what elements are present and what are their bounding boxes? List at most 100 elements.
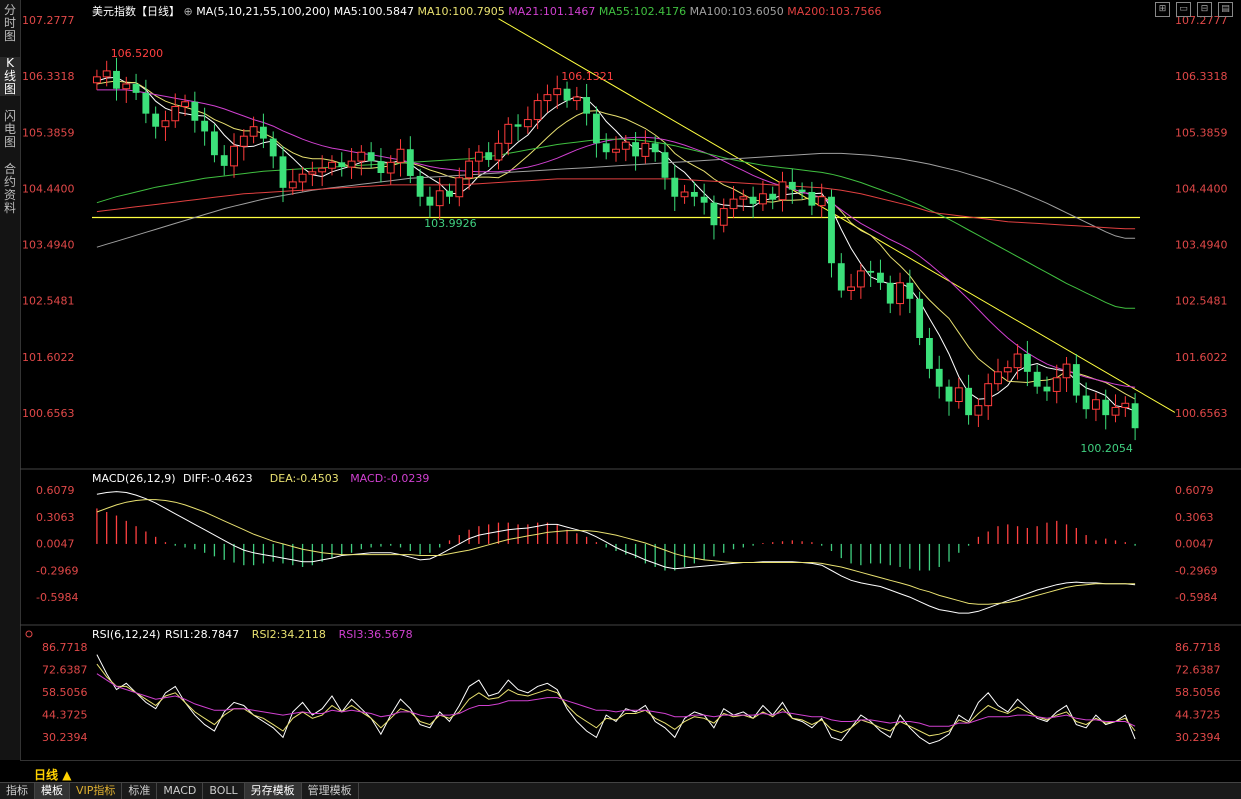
rsi-legend-2: RSI3:36.5678 [339, 628, 413, 641]
main-ytick-right: 105.3859 [1175, 126, 1228, 139]
candle-body [935, 368, 943, 387]
price-annotation-3: 100.2054 [1080, 442, 1133, 455]
candle-body [583, 97, 591, 114]
main-ytick-left: 105.3859 [22, 126, 75, 139]
ma-settings-icon[interactable]: ⊕ [183, 5, 193, 18]
main-ytick-left: 102.5481 [22, 295, 75, 308]
ma-value-5: MA200:103.7566 [787, 5, 882, 18]
macd-line-DIFF [96, 491, 1136, 614]
macd-ytick-left: -0.2969 [36, 564, 78, 577]
candle-body [788, 181, 796, 190]
sidebar-tab-3[interactable]: 合约资料 [3, 162, 16, 215]
candle-body [553, 88, 562, 96]
candle-body [749, 196, 757, 204]
ma-value-4: MA100:103.6050 [689, 5, 788, 18]
candle-body [906, 282, 914, 299]
bottom-tab-0[interactable]: 指标 [0, 783, 35, 799]
candle-body [1062, 363, 1071, 379]
window-control-1[interactable]: ▭ [1176, 2, 1191, 17]
candle-body [817, 196, 826, 207]
macd-ytick-right: 0.3063 [1175, 511, 1214, 524]
window-control-3[interactable]: ▤ [1218, 2, 1233, 17]
chart-title: 美元指数【日线】 [92, 5, 180, 18]
macd-legend-2: MACD:-0.0239 [350, 472, 429, 485]
rsi-ytick-left: 86.7718 [42, 641, 88, 654]
rsi-ytick-right: 72.6387 [1175, 664, 1221, 677]
bottom-tab-6[interactable]: 另存模板 [244, 783, 302, 799]
candle-body [181, 101, 189, 108]
candle-body [739, 196, 748, 200]
bottom-tab-2[interactable]: VIP指标 [70, 783, 123, 799]
candle-body [563, 88, 571, 101]
candle-body [543, 94, 552, 102]
rsi-ytick-right: 58.5056 [1175, 686, 1221, 699]
bottom-tabs: 指标 模板 VIP指标 标准 MACD BOLL 另存模板 管理模板 [0, 782, 1241, 799]
candle-body [1131, 403, 1139, 429]
candle-body [406, 149, 414, 176]
main-ytick-right: 101.6022 [1175, 351, 1228, 364]
candle-body [485, 152, 493, 160]
candle-body [602, 143, 610, 153]
window-control-2[interactable]: ⊟ [1197, 2, 1212, 17]
rsi-line-RSI2 [96, 663, 1136, 737]
trend-line [498, 18, 1176, 413]
candle-body [661, 152, 669, 178]
candle-body [690, 191, 698, 197]
rsi-ytick-left: 72.6387 [42, 664, 88, 677]
ma-label[interactable]: MA(5,10,21,55,100,200) [196, 5, 331, 18]
sidebar-tab-0[interactable]: 分时图 [3, 3, 16, 43]
main-ytick-left: 101.6022 [22, 351, 75, 364]
rsi-line-RSI1 [96, 654, 1136, 745]
price-annotation-1: 103.9926 [424, 217, 477, 230]
bottom-tab-3[interactable]: 标准 [122, 783, 158, 799]
rsi-line-RSI3 [96, 673, 1136, 727]
candle-body [896, 282, 904, 305]
rsi-ytick-left: 44.3725 [42, 709, 88, 722]
macd-line-DEA [96, 499, 1136, 605]
candle-body [700, 196, 708, 203]
candle-body [867, 270, 875, 273]
ma-values: MA5:100.5847 MA10:100.7905 MA21:101.1467… [334, 5, 882, 18]
candle-body [828, 196, 835, 264]
candle-body [132, 83, 140, 93]
macd-ytick-right: -0.2969 [1175, 564, 1217, 577]
candle-body [1013, 353, 1022, 369]
candle-body [945, 386, 953, 402]
candle-body [201, 120, 209, 132]
candle-body [1121, 402, 1130, 408]
ma-value-1: MA10:100.7905 [417, 5, 509, 18]
candle-body [474, 151, 483, 162]
candle-body [318, 167, 327, 173]
candle-body [886, 282, 894, 304]
candle-body [1052, 377, 1061, 392]
candle-body [671, 177, 679, 197]
ma-value-2: MA21:101.1467 [508, 5, 599, 18]
candle-body [778, 181, 787, 201]
candle-body [533, 100, 542, 121]
period-label[interactable]: 日线 ▲ [34, 768, 72, 782]
bottom-tab-5[interactable]: BOLL [203, 783, 245, 799]
candle-body [455, 177, 464, 198]
bottom-tab-7[interactable]: 管理模板 [302, 783, 359, 799]
candle-body [837, 263, 845, 291]
candle-body [1033, 371, 1041, 387]
sidebar-tab-2[interactable]: 闪电图 [3, 109, 16, 149]
bottom-tab-1[interactable]: 模板 [35, 783, 70, 799]
candle-body [338, 162, 346, 168]
window-control-0[interactable]: ⊞ [1155, 2, 1170, 17]
candle-body [328, 161, 336, 169]
candle-body [269, 138, 277, 157]
candle-body [249, 126, 258, 137]
candle-body [386, 161, 395, 174]
candle-body [465, 160, 474, 179]
candle-body [152, 113, 160, 127]
candle-body [621, 141, 630, 150]
ma-line-MA10 [96, 80, 1136, 400]
candle-body [367, 152, 375, 162]
candle-body [925, 337, 933, 369]
main-ytick-right: 106.3318 [1175, 70, 1228, 83]
bottom-tab-4[interactable]: MACD [157, 783, 204, 799]
candle-body [856, 270, 865, 288]
